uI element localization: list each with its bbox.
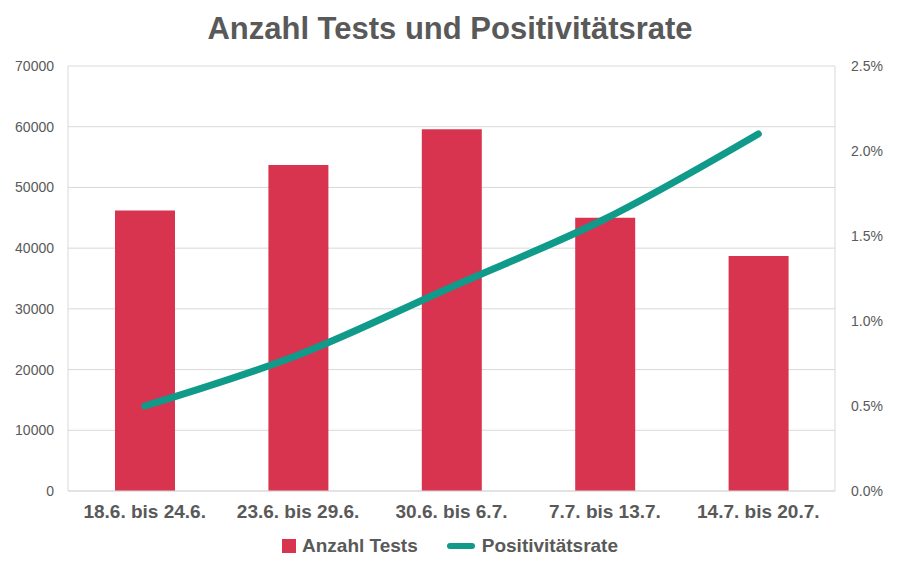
svg-text:1.0%: 1.0% — [851, 313, 883, 329]
svg-text:10000: 10000 — [15, 422, 54, 438]
svg-text:2.0%: 2.0% — [851, 143, 883, 159]
svg-text:0.5%: 0.5% — [851, 398, 883, 414]
svg-text:18.6. bis 24.6.: 18.6. bis 24.6. — [83, 501, 206, 522]
svg-text:50000: 50000 — [15, 179, 54, 195]
svg-text:0: 0 — [46, 483, 54, 499]
svg-text:1.5%: 1.5% — [851, 228, 883, 244]
svg-text:20000: 20000 — [15, 362, 54, 378]
svg-text:2.5%: 2.5% — [851, 58, 883, 74]
html-text:Anzahl Tests und Positivitätsr: Anzahl Tests und Positivitätsrate — [207, 11, 693, 46]
svg-text:70000: 70000 — [15, 58, 54, 74]
svg-text:14.7. bis 20.7.: 14.7. bis 20.7. — [697, 501, 820, 522]
html-text:Positivitätsrate: Positivitätsrate — [481, 535, 618, 556]
svg-text:23.6. bis 29.6.: 23.6. bis 29.6. — [237, 501, 360, 522]
svg-text:7.7. bis 13.7.: 7.7. bis 13.7. — [549, 501, 661, 522]
svg-text:60000: 60000 — [15, 119, 54, 135]
svg-text:40000: 40000 — [15, 240, 54, 256]
svg-text:0.0%: 0.0% — [851, 483, 883, 499]
svg-text:30.6. bis 6.7.: 30.6. bis 6.7. — [396, 501, 508, 522]
html-text:Anzahl Tests: Anzahl Tests — [302, 535, 418, 556]
svg-text:30000: 30000 — [15, 301, 54, 317]
